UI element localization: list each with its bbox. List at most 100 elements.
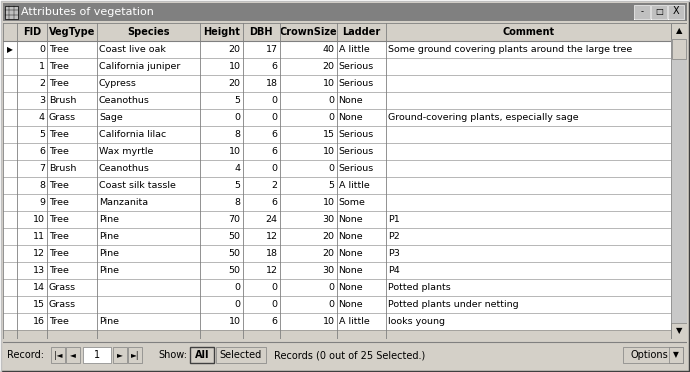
Text: None: None (339, 232, 363, 241)
Text: Ceanothus: Ceanothus (99, 96, 150, 105)
Text: 11: 11 (33, 232, 45, 241)
Text: 20: 20 (322, 62, 335, 71)
Text: 20: 20 (322, 232, 335, 241)
Text: Tree: Tree (49, 215, 69, 224)
Text: 1: 1 (94, 350, 100, 360)
Text: Tree: Tree (49, 147, 69, 156)
Bar (651, 5, 667, 19)
Bar (669, 347, 683, 363)
Text: 10: 10 (228, 147, 241, 156)
Text: Serious: Serious (339, 130, 374, 139)
Text: 8: 8 (39, 181, 45, 190)
Text: 4: 4 (39, 113, 45, 122)
Text: Some ground covering plants around the large tree: Some ground covering plants around the l… (388, 45, 633, 54)
Bar (3, 262, 671, 279)
Text: 0: 0 (235, 283, 241, 292)
Bar (3, 41, 671, 58)
Text: X: X (673, 6, 680, 16)
Text: A little: A little (339, 317, 369, 326)
Text: 8: 8 (235, 130, 241, 139)
Text: 50: 50 (228, 266, 241, 275)
Bar (3, 211, 671, 228)
Text: 8: 8 (235, 198, 241, 207)
Text: Pine: Pine (99, 317, 119, 326)
Text: 20: 20 (322, 249, 335, 258)
Bar (3, 160, 671, 177)
Text: 15: 15 (33, 300, 45, 309)
Text: Coast live oak: Coast live oak (99, 45, 166, 54)
Text: 18: 18 (266, 79, 277, 88)
Text: Coast silk tassle: Coast silk tassle (99, 181, 176, 190)
Text: Tree: Tree (49, 266, 69, 275)
Text: looks young: looks young (388, 317, 446, 326)
Text: Pine: Pine (99, 266, 119, 275)
Text: CrownSize: CrownSize (279, 27, 337, 37)
Text: 6: 6 (272, 198, 277, 207)
Text: 50: 50 (228, 249, 241, 258)
Text: 40: 40 (322, 45, 335, 54)
Text: 0: 0 (328, 164, 335, 173)
Text: 0: 0 (328, 113, 335, 122)
Text: 13: 13 (33, 266, 45, 275)
Text: P2: P2 (388, 232, 400, 241)
Text: 10: 10 (322, 79, 335, 88)
Text: Wax myrtle: Wax myrtle (99, 147, 153, 156)
Text: 30: 30 (322, 266, 335, 275)
Bar (3, 296, 671, 313)
Text: FID: FID (23, 27, 41, 37)
Text: None: None (339, 249, 363, 258)
Text: Ceanothus: Ceanothus (99, 164, 150, 173)
Text: Potted plants: Potted plants (388, 283, 451, 292)
Text: 5: 5 (39, 130, 45, 139)
Text: Tree: Tree (49, 181, 69, 190)
Text: 10: 10 (33, 215, 45, 224)
Text: 10: 10 (322, 317, 335, 326)
Text: California lilac: California lilac (99, 130, 166, 139)
Text: Tree: Tree (49, 317, 69, 326)
Text: Grass: Grass (49, 113, 76, 122)
Text: Tree: Tree (49, 79, 69, 88)
Text: Tree: Tree (49, 130, 69, 139)
Text: 0: 0 (39, 45, 45, 54)
Text: A little: A little (339, 45, 369, 54)
Text: |◄: |◄ (54, 350, 62, 359)
Bar (190, 347, 214, 363)
Text: Selected: Selected (220, 350, 262, 360)
Bar (3, 109, 671, 126)
Text: Sage: Sage (99, 113, 123, 122)
Text: 20: 20 (228, 45, 241, 54)
Text: Some: Some (339, 198, 366, 207)
Text: 0: 0 (235, 300, 241, 309)
Bar (3, 279, 671, 296)
Text: 6: 6 (272, 130, 277, 139)
Text: ▶: ▶ (7, 45, 13, 54)
Text: None: None (339, 266, 363, 275)
Text: Records (0 out of 25 Selected.): Records (0 out of 25 Selected.) (274, 350, 425, 360)
Text: 12: 12 (266, 266, 277, 275)
Bar (3, 143, 671, 160)
Text: None: None (339, 113, 363, 122)
Text: 12: 12 (266, 232, 277, 241)
Text: 14: 14 (33, 283, 45, 292)
Text: 10: 10 (322, 198, 335, 207)
Text: ►: ► (117, 350, 123, 359)
Text: DBH: DBH (249, 27, 273, 37)
Text: Options: Options (630, 350, 668, 360)
Text: 10: 10 (228, 62, 241, 71)
Text: 6: 6 (272, 147, 277, 156)
Bar (3, 177, 671, 194)
Text: Pine: Pine (99, 215, 119, 224)
Text: P4: P4 (388, 266, 400, 275)
Bar (3, 313, 671, 330)
Bar (671, 39, 687, 323)
Text: Tree: Tree (49, 62, 69, 71)
Text: Serious: Serious (339, 62, 374, 71)
Text: 5: 5 (328, 181, 335, 190)
Text: 30: 30 (322, 215, 335, 224)
Text: 18: 18 (266, 249, 277, 258)
Text: California juniper: California juniper (99, 62, 180, 71)
Bar (5, 6, 18, 19)
Text: Tree: Tree (49, 249, 69, 258)
Text: 0: 0 (272, 113, 277, 122)
Text: Pine: Pine (99, 249, 119, 258)
